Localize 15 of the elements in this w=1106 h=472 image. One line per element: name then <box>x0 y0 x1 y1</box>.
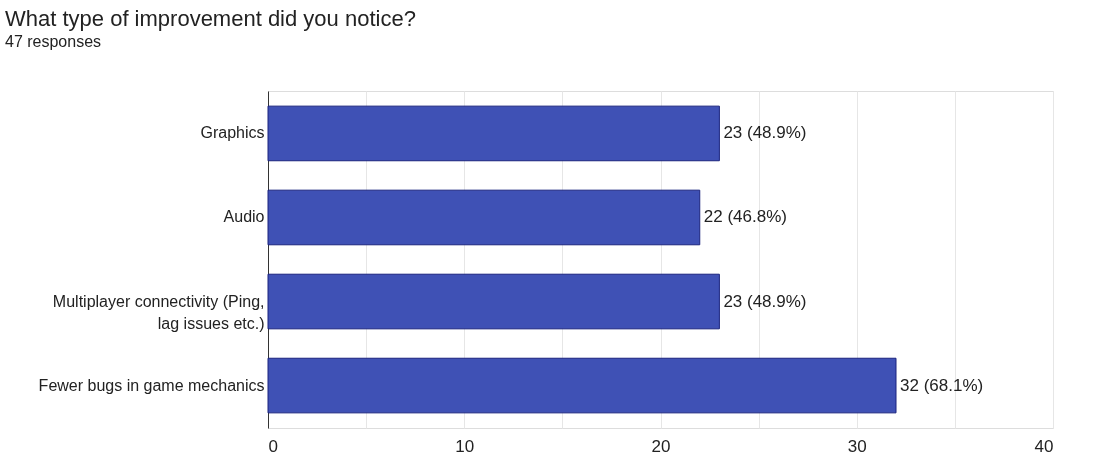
data-label: 32 (68.1%) <box>900 375 984 395</box>
x-tick-label: 40 <box>1034 436 1054 456</box>
x-tick-label: 0 <box>268 436 278 456</box>
x-tick-label: 30 <box>847 436 867 456</box>
data-label: 23 (48.9%) <box>723 123 807 143</box>
y-tick-label: Audio <box>223 208 265 226</box>
data-label: 22 (46.8%) <box>703 207 787 227</box>
text: 47 responses <box>5 33 102 50</box>
x-tick-label: 20 <box>651 436 671 456</box>
y-tick-label: Multiplayer connectivity (Ping, lag issues etc.) <box>52 292 265 332</box>
y-tick-label: Graphics <box>200 124 265 142</box>
y-tick-label: Fewer bugs in game mechanics <box>38 376 265 394</box>
data-label: 23 (48.9%) <box>723 291 807 311</box>
chart-title: What type of improvement did you notice? <box>5 6 416 31</box>
x-tick-label: 10 <box>455 436 475 456</box>
